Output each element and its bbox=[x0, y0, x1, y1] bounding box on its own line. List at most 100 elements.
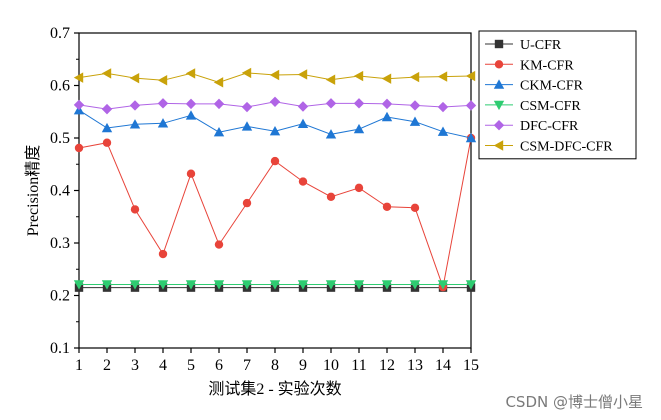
data-point bbox=[410, 203, 420, 213]
data-point bbox=[157, 118, 169, 128]
series-csm-dfc-cfr bbox=[73, 67, 476, 88]
data-point bbox=[465, 280, 477, 290]
data-point bbox=[129, 280, 141, 290]
legend-item: CSM-DFC-CFR bbox=[485, 140, 613, 155]
data-point bbox=[269, 96, 281, 107]
legend-item: DFC-CFR bbox=[485, 119, 579, 134]
data-point bbox=[213, 280, 225, 290]
x-tick-label: 3 bbox=[131, 357, 139, 374]
data-point bbox=[409, 116, 421, 126]
axes: 0.10.20.30.40.50.60.71 2 3 4 5 6 7 8 9 10 11 12 13 14… bbox=[50, 25, 479, 374]
data-point bbox=[130, 205, 140, 214]
data-point bbox=[102, 138, 112, 147]
data-point bbox=[129, 100, 141, 111]
data-point bbox=[269, 69, 280, 81]
x-tick-label: 2 bbox=[103, 357, 111, 374]
x-tick-label: 5 bbox=[187, 357, 195, 374]
data-point bbox=[381, 280, 393, 290]
legend-label: U-CFR bbox=[520, 38, 562, 53]
data-point bbox=[409, 71, 420, 83]
data-point bbox=[185, 68, 196, 79]
y-tick-label: 0.3 bbox=[50, 235, 70, 252]
data-point bbox=[325, 98, 337, 109]
x-tick-label: 10 bbox=[323, 357, 339, 374]
legend-label: KM-CFR bbox=[520, 58, 574, 73]
legend-marker bbox=[493, 140, 504, 151]
data-point bbox=[465, 70, 476, 82]
data-point bbox=[297, 118, 309, 129]
watermark: CSDN @博士僧小星 bbox=[505, 393, 643, 411]
data-point bbox=[241, 101, 253, 113]
data-point bbox=[213, 77, 224, 88]
data-point bbox=[409, 100, 421, 111]
legend-label: DFC-CFR bbox=[520, 119, 579, 134]
data-point bbox=[214, 240, 224, 249]
data-point bbox=[269, 125, 281, 136]
data-point bbox=[437, 101, 449, 113]
data-point bbox=[101, 122, 113, 133]
series-km-cfr bbox=[74, 133, 476, 292]
data-point bbox=[298, 177, 308, 186]
data-point bbox=[73, 72, 84, 83]
legend-marker bbox=[493, 100, 505, 111]
x-tick-label: 7 bbox=[243, 357, 251, 374]
data-point bbox=[353, 280, 365, 290]
data-point bbox=[354, 183, 364, 193]
data-point bbox=[465, 132, 477, 143]
legend-item: CSM-CFR bbox=[485, 99, 581, 114]
legend: U-CFR KM-CFR CKM-CFR CSM-CFR DFC-CFR CSM-DFC-… bbox=[478, 30, 637, 160]
legend-marker bbox=[493, 79, 505, 89]
x-tick-label: 14 bbox=[435, 357, 451, 374]
data-point bbox=[241, 121, 253, 131]
data-point bbox=[186, 169, 196, 178]
data-point bbox=[325, 129, 337, 139]
data-point bbox=[326, 192, 336, 201]
y-tick-label: 0.6 bbox=[50, 78, 70, 95]
data-point bbox=[213, 98, 225, 110]
data-point bbox=[73, 280, 85, 290]
data-point bbox=[297, 280, 309, 290]
data-point bbox=[185, 110, 197, 120]
legend-item: CKM-CFR bbox=[485, 79, 584, 94]
y-tick-label: 0.7 bbox=[50, 25, 70, 42]
x-tick-label: 8 bbox=[271, 357, 279, 374]
legend-marker bbox=[493, 120, 505, 131]
data-point bbox=[129, 72, 140, 84]
x-tick-label: 6 bbox=[215, 357, 223, 374]
series-csm-cfr bbox=[73, 280, 477, 290]
x-tick-label: 12 bbox=[379, 357, 395, 374]
data-point bbox=[242, 198, 252, 208]
x-tick-label: 13 bbox=[407, 357, 423, 374]
y-tick-label: 0.1 bbox=[50, 340, 70, 357]
data-point bbox=[241, 280, 253, 290]
legend-item: KM-CFR bbox=[485, 58, 574, 73]
data-point bbox=[158, 249, 168, 259]
data-point bbox=[129, 119, 141, 129]
y-tick-label: 0.2 bbox=[50, 288, 70, 305]
legend-marker bbox=[494, 60, 504, 69]
data-point bbox=[269, 280, 281, 290]
data-point bbox=[382, 202, 392, 211]
data-point bbox=[409, 280, 421, 290]
data-point bbox=[325, 280, 337, 290]
data-point bbox=[353, 98, 365, 109]
data-point bbox=[381, 98, 393, 110]
x-tick-label: 1 bbox=[75, 357, 83, 374]
legend-box bbox=[478, 30, 637, 160]
x-tick-label: 9 bbox=[299, 357, 307, 374]
y-tick-label: 0.4 bbox=[50, 183, 70, 200]
data-point bbox=[157, 75, 168, 86]
x-tick-label: 4 bbox=[159, 357, 167, 374]
data-point bbox=[101, 103, 113, 115]
data-point bbox=[213, 127, 225, 137]
data-point bbox=[185, 280, 197, 290]
data-point bbox=[353, 123, 365, 134]
data-point bbox=[157, 98, 169, 109]
data-point bbox=[297, 69, 308, 80]
series-dfc-cfr bbox=[73, 96, 477, 115]
x-tick-label: 11 bbox=[351, 357, 366, 374]
data-point bbox=[465, 100, 477, 111]
legend-label: CKM-CFR bbox=[520, 79, 584, 94]
data-point bbox=[297, 101, 309, 112]
